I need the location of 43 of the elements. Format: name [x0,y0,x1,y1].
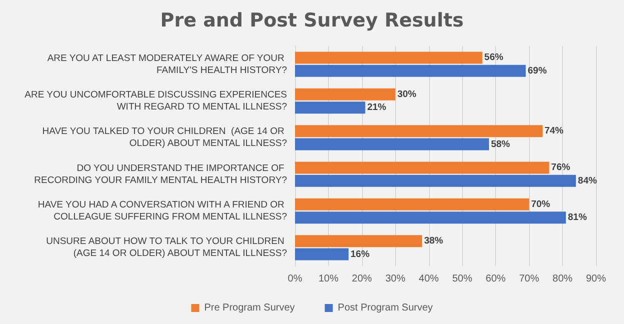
data-label: 16% [350,248,370,260]
y-tick-label: ARE YOU AT LEAST MODERATELY AWARE OF YOUR FAMILY'S HEALTH HISTORY? [47,52,287,76]
x-tick-label: 80% [552,274,573,284]
bar [295,248,349,260]
data-label: 21% [367,102,387,114]
x-tick-label: 0% [288,274,302,284]
data-label: 38% [424,236,444,247]
y-tick-label: UNSURE ABOUT HOW TO TALK TO YOUR CHILDREN (AGE 14 OR OLDER) ABOUT MENTAL ILLNESS? [46,236,287,260]
bar [295,138,489,150]
y-tick-label: HAVE YOU HAD A CONVERSATION WITH A FRIEND OR COLLEAGUE SUFFERING FROM MENTAL ILLNESS? [38,200,287,222]
y-tick-label: DO YOU UNDERSTAND THE IMPORTANCE OF RECORDING YOUR FAMILY MENTAL HEALTH HISTORY? [34,162,287,186]
x-tick-label: 30% [385,274,406,284]
y-tick-label: ARE YOU UNCOMFORTABLE DISCUSSING EXPERIENCES WITH REGARD TO MENTAL ILLNESS? [24,90,287,112]
data-label: 84% [578,175,598,186]
x-tick-label: 20% [352,274,372,284]
x-tick-label: 10% [318,274,339,284]
x-tick-label: 90% [586,274,606,284]
x-tick-label: 70% [519,274,540,284]
bar [295,102,366,114]
x-tick-label: 60% [486,274,506,284]
y-tick-label: HAVE YOU TALKED TO YOUR CHILDREN (AGE 14 OR OLDER) ABOUT MENTAL ILLNESS? [42,126,287,150]
data-label: 30% [397,88,417,100]
data-label: 56% [484,52,504,64]
legend-label: Post Program Survey [338,302,433,314]
bar [295,162,550,174]
x-tick-label: 50% [452,274,472,284]
data-label: 81% [568,212,588,224]
bar [295,52,482,64]
bar [295,174,576,187]
data-label: 74% [544,126,564,137]
bar [295,125,542,138]
data-label: 70% [531,198,551,210]
chart-title: Pre and Post Survey Results [160,10,464,32]
legend-label: Pre Program Survey [204,302,295,314]
data-label: 58% [490,138,511,150]
bar [295,198,530,210]
bar [295,64,526,77]
x-tick-label: 40% [418,274,439,284]
data-label: 69% [528,65,548,76]
bar [295,235,422,248]
bar [295,88,396,100]
data-label: 76% [551,162,571,174]
bar [295,212,566,224]
